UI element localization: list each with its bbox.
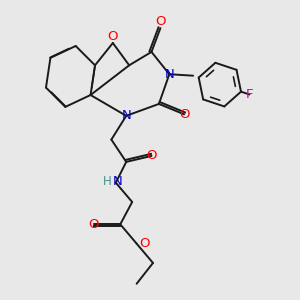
Text: O: O: [139, 237, 149, 250]
Text: O: O: [146, 149, 157, 162]
Text: F: F: [246, 88, 253, 101]
Text: O: O: [88, 218, 99, 231]
Text: N: N: [112, 175, 122, 188]
Text: O: O: [155, 15, 166, 28]
Text: N: N: [121, 109, 131, 122]
Text: N: N: [164, 68, 174, 81]
Text: H: H: [103, 175, 112, 188]
Text: O: O: [179, 108, 189, 121]
Text: O: O: [108, 30, 118, 43]
